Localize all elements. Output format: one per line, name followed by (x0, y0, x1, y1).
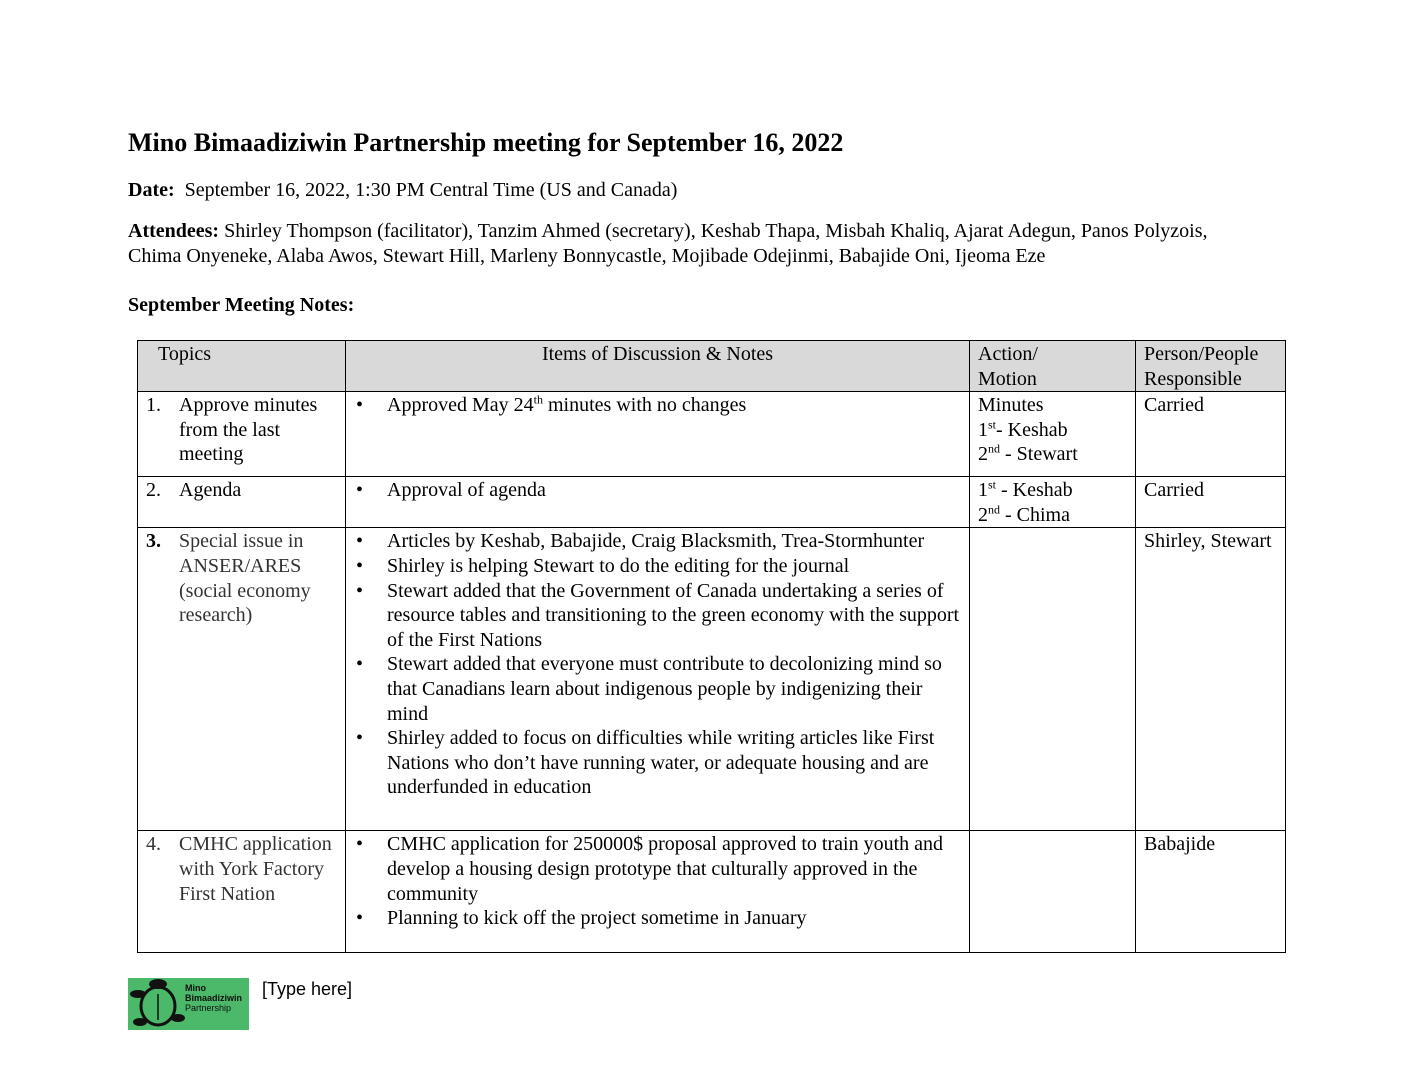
topic-text: Special issue in ANSER/ARES (social econ… (179, 530, 311, 627)
notes-heading: September Meeting Notes: (128, 294, 355, 316)
list-item: Approved May 24th minutes with no change… (354, 393, 961, 418)
topic-cell: 2. Agenda (137, 476, 346, 529)
person-cell: Shirley, Stewart (1135, 527, 1286, 832)
list-item: Approval of agenda (354, 478, 961, 503)
table-row: 4. CMHC application with York Factory Fir… (137, 830, 1286, 954)
topic-number: 4. (146, 833, 161, 856)
action-line: 1st - Keshab (978, 477, 1073, 502)
header-action: Action/Motion (969, 339, 1136, 393)
table-row: 1. Approve minutes from the last meeting A… (137, 391, 1286, 478)
document-title: Mino Bimaadiziwin Partnership meeting fo… (128, 128, 844, 157)
meeting-notes-table: Topics Items of Discussion & Notes Actio… (137, 339, 1286, 954)
items-cell: Articles by Keshab, Babajide, Craig Blac… (345, 527, 970, 832)
attendees-label: Attendees: (128, 220, 220, 242)
notes-list: Articles by Keshab, Babajide, Craig Blac… (354, 529, 961, 800)
footer-placeholder[interactable]: [Type here] (262, 979, 353, 999)
list-item: CMHC application for 250000$ proposal ap… (354, 832, 961, 906)
date-line: Date: September 16, 2022, 1:30 PM Centra… (128, 178, 677, 203)
topic-text: Approve minutes from the last meeting (179, 394, 318, 466)
table-header-row: Topics Items of Discussion & Notes Actio… (137, 339, 1286, 393)
items-cell: Approved May 24th minutes with no change… (345, 391, 970, 478)
topic-text: Agenda (179, 479, 242, 502)
items-cell: CMHC application for 250000$ proposal ap… (345, 830, 970, 954)
attendees-line: Attendees: Shirley Thompson (facilitator… (128, 219, 1208, 269)
topic-cell: 3. Special issue in ANSER/ARES (social ec… (137, 527, 346, 832)
person-cell: Babajide (1135, 830, 1286, 954)
list-item: Stewart added that everyone must contrib… (354, 652, 961, 726)
header-person: Person/People Responsible (1135, 339, 1286, 393)
turtle-icon (130, 979, 185, 1027)
action-line: Minutes (978, 394, 1044, 417)
attendees-list-2: Chima Onyeneke, Alaba Awos, Stewart Hill… (128, 245, 1046, 267)
action-cell (969, 527, 1136, 832)
action-line: 1st- Keshab (978, 417, 1068, 441)
notes-list: Approval of agenda (354, 478, 961, 503)
logo-text: Mino Bimaadiziwin Partnership (185, 983, 243, 1013)
topic-number: 2. (146, 479, 161, 502)
person-cell: Carried (1135, 476, 1286, 529)
table-row: 3. Special issue in ANSER/ARES (social ec… (137, 527, 1286, 832)
action-cell: 1st - Keshab 2nd - Chima (969, 476, 1136, 529)
topic-text: CMHC application with York Factory First… (179, 833, 332, 905)
notes-list: CMHC application for 250000$ proposal ap… (354, 832, 961, 930)
list-item: Planning to kick off the project sometim… (354, 906, 961, 931)
items-cell: Approval of agenda (345, 476, 970, 529)
notes-list: Approved May 24th minutes with no change… (354, 393, 961, 418)
partnership-logo: Mino Bimaadiziwin Partnership (128, 978, 249, 1030)
person-cell: Carried (1135, 391, 1286, 478)
action-cell: Minutes 1st- Keshab 2nd - Stewart (969, 391, 1136, 478)
list-item: Shirley is helping Stewart to do the edi… (354, 554, 961, 579)
topic-number: 3. (146, 530, 161, 553)
list-item: Articles by Keshab, Babajide, Craig Blac… (354, 529, 961, 554)
action-line: 2nd - Stewart (978, 441, 1078, 466)
topic-cell: 4. CMHC application with York Factory Fir… (137, 830, 346, 954)
topic-cell: 1. Approve minutes from the last meeting (137, 391, 346, 478)
table-row: 2. Agenda Approval of agenda 1st - Keshab2n… (137, 476, 1286, 529)
topic-number: 1. (146, 394, 161, 417)
action-cell (969, 830, 1136, 954)
attendees-list-1: Shirley Thompson (facilitator), Tanzim A… (224, 220, 1208, 242)
header-items: Items of Discussion & Notes (345, 339, 970, 393)
action-line: 2nd - Chima (978, 502, 1070, 526)
date-value: September 16, 2022, 1:30 PM Central Time… (184, 179, 678, 201)
header-topics: Topics (137, 339, 346, 393)
list-item: Stewart added that the Government of Can… (354, 579, 961, 653)
date-label: Date: (128, 179, 175, 201)
list-item: Shirley added to focus on difficulties w… (354, 726, 961, 800)
